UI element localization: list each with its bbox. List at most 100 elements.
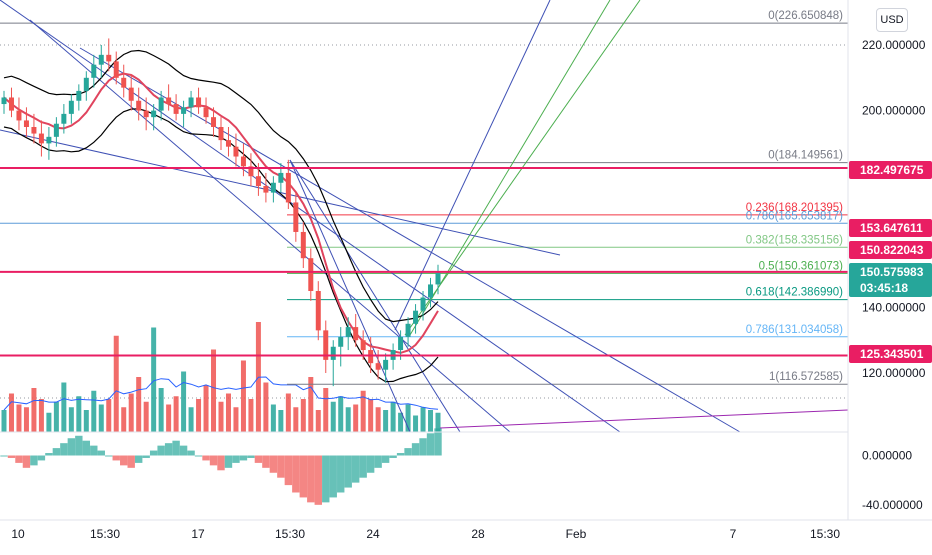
- oscillator-bar: [82, 440, 91, 456]
- candle-body: [353, 327, 359, 341]
- volume-bar: [128, 393, 134, 432]
- candle-body: [315, 291, 321, 331]
- volume-bar: [285, 393, 291, 432]
- volume-bar: [248, 399, 254, 432]
- oscillator-bar: [344, 455, 352, 488]
- time-tick-label: 7: [730, 527, 737, 541]
- candle-body: [263, 186, 269, 193]
- oscillator-bar: [404, 448, 412, 456]
- oscillator-bar: [292, 455, 300, 493]
- horizontal-level-layer: [0, 167, 848, 357]
- oscillator-bar: [232, 455, 240, 463]
- volume-bar: [263, 382, 269, 432]
- volume-bar: [360, 390, 366, 432]
- oscillator-bar: [217, 455, 225, 471]
- oscillator-bar: [314, 455, 322, 505]
- candle-body: [1, 97, 7, 105]
- fib-level-label: 0(226.650848): [768, 10, 843, 22]
- volume-bar: [68, 407, 74, 432]
- candle-body: [300, 231, 306, 259]
- candle-body: [46, 136, 52, 144]
- oscillator-bar: [172, 440, 180, 456]
- price-badge-layer: 182.497675 153.647611 150.822043 150.575983…: [849, 161, 932, 363]
- oscillator-bar: [149, 450, 158, 456]
- candle-body: [136, 100, 142, 111]
- candle-body: [166, 97, 172, 105]
- volume-bar: [83, 410, 89, 432]
- oscillator-bar: [254, 455, 263, 463]
- candle-body: [113, 61, 119, 78]
- oscillator-bar: [127, 455, 135, 468]
- candle-body: [151, 110, 157, 118]
- oscillator-bar: [381, 455, 390, 463]
- volume-bar: [121, 407, 127, 432]
- oscillator-bar: [366, 455, 375, 473]
- candle-body: [323, 330, 329, 360]
- candle-body: [360, 340, 366, 351]
- candle-body: [8, 97, 14, 111]
- oscillator-bar: [60, 443, 68, 456]
- volume-bar: [345, 407, 351, 432]
- candle-body: [91, 64, 97, 78]
- volume-bar: [308, 377, 314, 432]
- axis-layer[interactable]: 220.000000 200.000000 140.000000 120.000000…: [11, 38, 925, 541]
- candle-body: [435, 272, 441, 285]
- candle-body: [181, 107, 187, 114]
- candle-body: [196, 97, 202, 108]
- oscillator-bar: [134, 455, 143, 463]
- oscillator-bar: [239, 455, 248, 461]
- candle-body: [61, 113, 67, 124]
- oscillator-bar: [187, 450, 195, 456]
- price-tick-label: 140.000000: [862, 300, 926, 314]
- time-tick-label: 15:30: [275, 527, 305, 541]
- volume-bar: [211, 349, 217, 432]
- candle-body: [375, 363, 381, 370]
- candle-body: [188, 97, 194, 108]
- candle-body: [158, 97, 164, 111]
- time-tick-label: 17: [191, 527, 205, 541]
- oscillator-bar: [67, 438, 76, 456]
- fib-level-label: 0.786(131.034058): [746, 324, 843, 336]
- trendline: [29, 19, 511, 433]
- trendline: [289, 159, 461, 433]
- oscillator-bar: [224, 455, 233, 468]
- oscillator-bar: [434, 428, 442, 456]
- candle-body: [128, 87, 134, 101]
- oscillator-bar: [269, 455, 278, 473]
- candle-body: [68, 100, 74, 114]
- volume-bar: [158, 388, 164, 432]
- oscillator-bar: [202, 455, 210, 461]
- price-badge-label: 150.575983: [860, 265, 924, 279]
- oscillator-bar: [15, 455, 23, 463]
- fib-level-label: 0.236(168.201395): [746, 202, 843, 214]
- volume-bar: [435, 412, 441, 432]
- candle-body: [76, 90, 82, 101]
- candle-body: [345, 327, 351, 337]
- price-badge: [849, 263, 932, 297]
- volume-bar: [428, 410, 434, 432]
- volume-bar: [225, 393, 231, 432]
- price-badge-label: 125.343501: [860, 347, 924, 361]
- oscillator-bar: [179, 445, 188, 456]
- candle-body: [330, 346, 336, 360]
- time-tick-label: 28: [471, 527, 485, 541]
- volume-bar: [8, 393, 14, 432]
- oscillator-bar: [277, 455, 285, 478]
- candle-body: [278, 172, 284, 183]
- currency-button[interactable]: USD: [876, 8, 908, 32]
- oscillator-bar: [7, 455, 16, 458]
- candle-body: [31, 127, 37, 134]
- fib-level-label: 0.5(150.361073): [759, 260, 844, 272]
- indicator-tick-label: 0.000000: [862, 449, 912, 463]
- volume-bar: [218, 401, 224, 432]
- volume-bar: [23, 407, 29, 432]
- oscillator-bar: [22, 455, 31, 468]
- price-tick-label: 120.000000: [862, 366, 926, 380]
- volume-bar: [323, 388, 329, 432]
- candle-body: [143, 110, 149, 118]
- candle-body: [338, 336, 344, 347]
- volume-bar: [143, 401, 149, 432]
- price-badge: [849, 345, 932, 363]
- oscillator-bar: [194, 455, 203, 457]
